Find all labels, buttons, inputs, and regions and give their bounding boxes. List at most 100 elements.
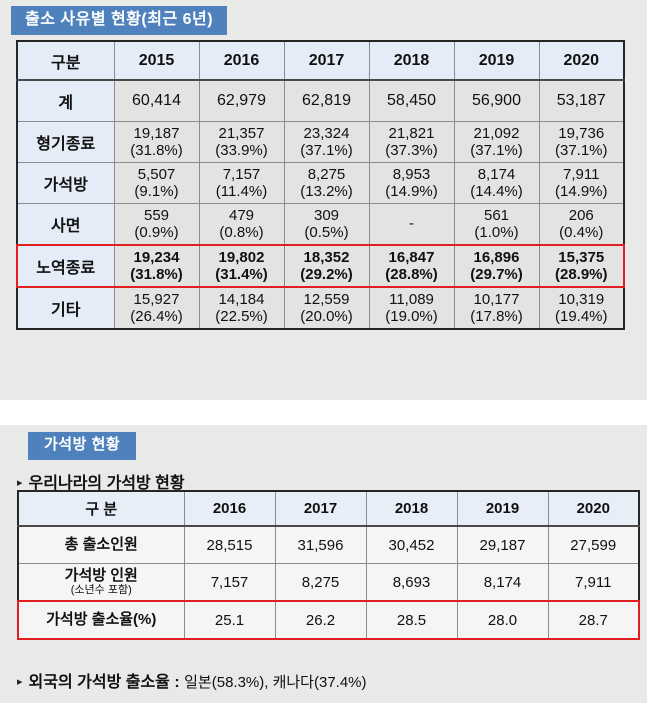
table-cell: 27,599 [547, 525, 640, 564]
row-header: 형기종료 [16, 121, 115, 163]
table-cell: 5,507 (9.1%) [113, 162, 200, 204]
cell-value: 16,896 [473, 248, 520, 266]
cell-value: 18,352 [303, 248, 350, 266]
row-header: 계 [16, 79, 115, 122]
table-row: 형기종료 19,187 (31.8%) 21,357 (33.9%) 23,324(… [16, 121, 625, 163]
row-header: 사면 [16, 203, 115, 246]
section2-banner-title: 가석방 현황 [28, 432, 137, 460]
section1-banner: 출소 사유별 현황(최근 6년) [11, 6, 228, 35]
table-cell: - [368, 203, 455, 246]
col-header-2016: 2016 [183, 490, 276, 527]
table-row: 가석방 인원 (소년수 포함) 7,157 8,275 8,693 8,174 … [17, 563, 640, 602]
bullet-domestic-parole: ▸ 우리나라의 가석방 현황 [17, 469, 185, 493]
cell-percent: (20.0%) [300, 308, 353, 325]
col-header-category: 구 분 [17, 490, 185, 527]
table-cell: 29,187 [456, 525, 549, 564]
table-cell: 23,324 (37.1%) [283, 121, 370, 163]
table-cell: 31,596 [274, 525, 367, 564]
bullet-domestic-parole-label: 우리나라의 가석방 현황 [28, 475, 185, 492]
cell-percent: (0.9%) [134, 224, 179, 241]
table-cell: 28.5 [365, 600, 458, 640]
table-cell: 19,802 (31.4%) [198, 244, 285, 288]
row-header: 노역종료 [16, 244, 115, 288]
table-cell: 309 (0.5%) [283, 203, 370, 246]
cell-percent: (37.3%) [385, 142, 438, 159]
cell-value: 8,174 [477, 165, 516, 183]
cell-value: 56,900 [472, 91, 521, 109]
table-cell: 21,092 (37.1%) [453, 121, 540, 163]
table-cell: 21,821 (37.3%) [368, 121, 455, 163]
table-cell: 8,275 (13.2%) [283, 162, 370, 204]
cell-value: 10,319 [558, 290, 605, 308]
cell-percent: (33.9%) [215, 142, 268, 159]
cell-value: - [409, 215, 414, 233]
cell-value: 5,507 [137, 165, 176, 183]
cell-value: 7,911 [563, 165, 600, 183]
cell-value: 23,324 [303, 124, 350, 142]
table-cell: 11,089 (19.0%) [368, 286, 455, 330]
table-cell: 479 (0.8%) [198, 203, 285, 246]
table-cell: 53,187 [538, 79, 625, 122]
cell-value: 53,187 [556, 91, 606, 109]
table-header-row: 구분 2015 2016 2017 2018 2019 2020 [16, 40, 625, 81]
table-header-row: 구 분 2016 2017 2018 2019 2020 [17, 490, 640, 527]
cell-value: 206 [568, 206, 594, 224]
cell-percent: (29.2%) [300, 266, 353, 283]
table-cell: 12,559 (20.0%) [283, 286, 370, 330]
release-reason-table: 구분 2015 2016 2017 2018 2019 2020 계 60,41… [16, 40, 625, 330]
bullet-foreign-parole: ▸ 외국의 가석방 출소율 : 일본(58.3%), 캐나다(37.4%) [17, 668, 367, 692]
cell-value: 62,979 [217, 91, 266, 109]
table-cell: 21,357 (33.9%) [198, 121, 285, 163]
col-header-2019: 2019 [456, 490, 549, 527]
bullet-foreign-parole-value: 일본(58.3%), 캐나다(37.4%) [184, 674, 367, 691]
cell-percent: (14.9%) [554, 183, 608, 200]
cell-percent: (1.0%) [474, 224, 519, 241]
cell-percent: (28.8%) [385, 266, 438, 283]
cell-percent: (19.0%) [385, 308, 438, 325]
cell-percent: (0.8%) [219, 224, 264, 241]
table-cell: 7,157 (11.4%) [198, 162, 285, 204]
table-cell: 16,896 (29.7%) [453, 244, 540, 288]
table-cell: 28.0 [456, 600, 549, 640]
cell-value: 21,092 [473, 124, 520, 142]
row-header: 기타 [16, 286, 115, 330]
col-header-2020: 2020 [538, 40, 625, 81]
cell-value: 19,234 [133, 248, 180, 266]
cell-value: 19,187 [133, 124, 180, 142]
cell-percent: (37.1%) [470, 142, 523, 159]
row-header: 총 출소인원 [17, 525, 185, 564]
col-header-category: 구분 [16, 40, 115, 81]
cell-value: 16,847 [388, 248, 435, 266]
cell-percent: (29.7%) [470, 266, 523, 283]
table-cell: 8,953 (14.9%) [368, 162, 455, 204]
table-cell: 8,174 [456, 563, 549, 602]
cell-percent: (14.4%) [470, 183, 523, 200]
table-cell: 19,187 (31.8%) [113, 121, 200, 163]
col-header-2017: 2017 [274, 490, 367, 527]
table-row: 가석방 5,507 (9.1%) 7,157 (11.4%) 8,275 (13.2%… [16, 162, 625, 204]
table-cell: 60,414 [113, 79, 200, 122]
table-cell: 16,847 (28.8%) [368, 244, 455, 288]
cell-percent: (17.8%) [470, 308, 523, 325]
table-cell: 7,911 [547, 563, 640, 602]
table-cell: 7,157 [183, 563, 276, 602]
table-cell: 10,177 (17.8%) [453, 286, 540, 330]
col-header-2017: 2017 [283, 40, 370, 81]
cell-value: 309 [313, 206, 340, 224]
cell-percent: (0.4%) [559, 224, 604, 241]
table-row: 계 60,414 62,979 62,819 58,450 56,900 53,… [16, 79, 625, 122]
cell-value: 62,819 [302, 91, 351, 109]
cell-value: 10,177 [473, 290, 520, 308]
cell-value: 8,275 [307, 165, 346, 183]
triangle-bullet-icon: ▸ [17, 676, 23, 688]
cell-value: 12,559 [303, 290, 350, 308]
cell-value: 60,414 [132, 91, 181, 109]
col-header-2019: 2019 [453, 40, 540, 81]
section1-banner-title: 출소 사유별 현황(최근 6년) [11, 6, 228, 35]
cell-percent: (0.5%) [304, 224, 349, 241]
table-row: 기타 15,927 (26.4%) 14,184 (22.5%) 12,559 (20… [16, 286, 625, 330]
table-cell: 14,184 (22.5%) [198, 286, 285, 330]
cell-percent: (37.1%) [554, 142, 608, 159]
cell-value: 479 [228, 206, 255, 224]
table-cell: 28,515 [183, 525, 276, 564]
